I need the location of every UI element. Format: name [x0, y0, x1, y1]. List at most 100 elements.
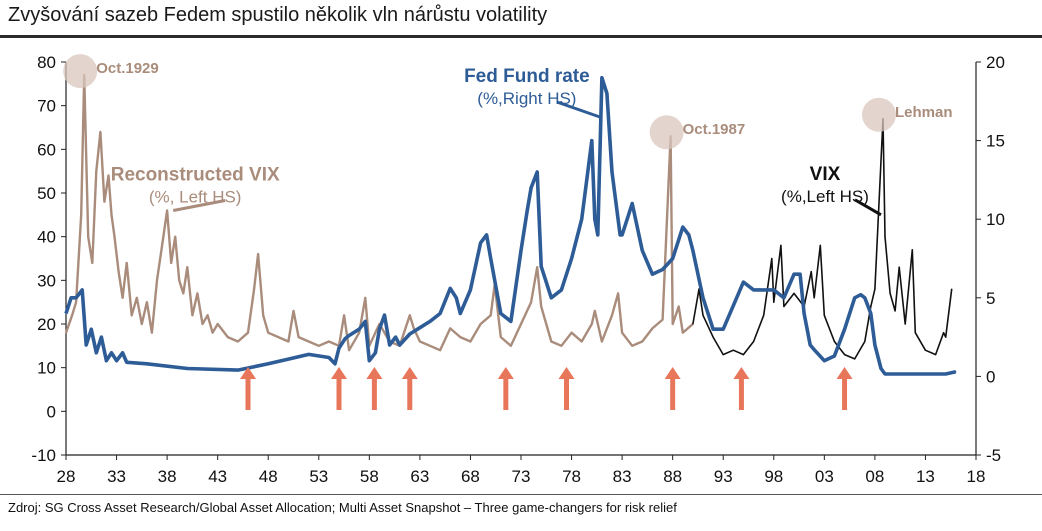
series-sublabel: (%,Left HS)	[781, 187, 869, 206]
rate-hike-arrow-head	[664, 367, 681, 379]
series-point	[894, 310, 896, 312]
series-point	[880, 367, 882, 370]
series-point	[459, 336, 461, 338]
series-point	[308, 340, 310, 343]
rate-hike-arrow-head	[366, 367, 383, 379]
series-point	[91, 262, 93, 264]
series-point	[186, 266, 188, 268]
x-tick-label: 78	[562, 467, 581, 486]
x-tick-label: 33	[107, 467, 126, 486]
series-point	[619, 234, 621, 236]
event-label: Oct.1987	[683, 121, 746, 138]
series-point	[611, 171, 613, 173]
series-point	[641, 340, 643, 343]
series-point	[105, 360, 107, 362]
rate-hike-arrow-head	[331, 367, 347, 379]
series-point	[742, 281, 745, 283]
series-point	[65, 332, 67, 334]
series-line-fed-fund-rate	[64, 75, 957, 376]
series-point	[898, 266, 900, 268]
series-point	[955, 371, 957, 373]
series-point	[510, 320, 512, 322]
x-tick-label: 68	[461, 467, 480, 486]
series-point	[419, 327, 421, 329]
series-point	[924, 349, 927, 351]
series-point	[348, 334, 350, 337]
series-point	[80, 214, 82, 216]
series-point	[161, 244, 163, 246]
series-point	[641, 250, 643, 252]
series-point	[540, 305, 542, 308]
x-tick-label: 93	[714, 467, 733, 486]
series-point	[182, 292, 184, 294]
x-tick-label: 58	[360, 467, 379, 486]
series-point	[170, 262, 172, 264]
series-point	[874, 344, 876, 346]
series-point	[809, 344, 811, 346]
series-point	[884, 236, 886, 238]
series-point	[146, 301, 148, 303]
series-point	[141, 323, 143, 325]
series-point	[358, 332, 360, 334]
series-point	[550, 297, 552, 299]
series-point	[318, 345, 320, 347]
series-point	[277, 336, 279, 338]
series-point	[911, 249, 913, 251]
right-tick-label: -5	[986, 446, 1001, 465]
x-tick-label: 88	[663, 467, 682, 486]
series-point	[854, 297, 856, 299]
series-point	[560, 289, 563, 291]
series-point	[722, 328, 724, 330]
series-point	[395, 336, 397, 338]
series-point	[100, 336, 102, 338]
series-point	[358, 328, 360, 330]
series-point	[672, 257, 674, 260]
rate-hike-arrow-head	[733, 367, 750, 379]
event-highlight-circle	[861, 97, 896, 132]
series-point	[742, 354, 745, 356]
left-tick-label: 0	[47, 402, 56, 421]
series-point	[287, 340, 289, 343]
series-point	[945, 373, 947, 375]
series-point	[389, 344, 391, 346]
series-point	[672, 323, 674, 325]
series-point	[227, 336, 229, 338]
series-point	[702, 297, 704, 299]
series-point	[338, 347, 340, 349]
event-label: Oct.1929	[96, 60, 159, 77]
series-sublabel: (%, Left HS)	[149, 187, 242, 206]
series-point	[364, 297, 366, 299]
series-point	[692, 250, 694, 252]
x-tick-label: 03	[815, 467, 834, 486]
x-tick-label: 28	[57, 467, 76, 486]
series-point	[116, 360, 118, 362]
x-tick-label: 18	[967, 467, 986, 486]
left-axis: 80 70 60 50 40 30 20 10 0 -10	[31, 53, 66, 465]
series-point	[581, 340, 583, 343]
footer-rule	[0, 494, 1042, 495]
series-point	[419, 340, 421, 343]
series-point	[571, 332, 573, 334]
series-point	[429, 345, 431, 347]
series-point	[308, 353, 310, 355]
series-point	[560, 345, 563, 347]
series-point	[773, 301, 775, 303]
series-sublabel: (%,Right HS)	[477, 89, 576, 108]
series-point	[122, 352, 124, 354]
series-point	[449, 327, 451, 329]
series-point	[864, 297, 866, 299]
series-point	[732, 349, 734, 351]
series-point	[439, 312, 441, 315]
rate-hike-arrow-head	[497, 367, 514, 379]
right-tick-label: 5	[986, 289, 995, 308]
series-point	[682, 332, 684, 334]
series-point	[591, 323, 593, 325]
series-point	[343, 314, 345, 316]
series-point	[90, 328, 92, 330]
series-point	[617, 292, 619, 294]
left-tick-label: 50	[37, 184, 56, 203]
series-point	[611, 314, 613, 316]
series-point	[87, 236, 89, 238]
left-tick-label: 80	[37, 53, 56, 72]
series-point	[935, 354, 937, 356]
